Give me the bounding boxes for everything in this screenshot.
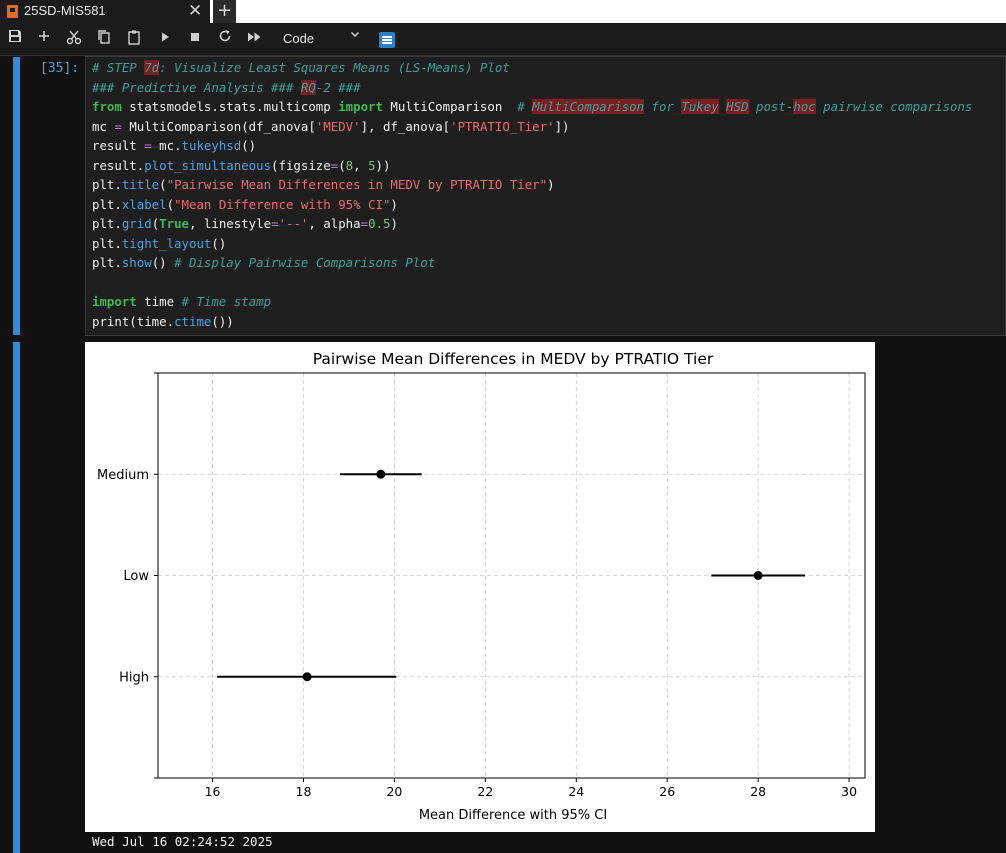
paste-icon[interactable] xyxy=(124,29,144,49)
new-tab-button[interactable]: + xyxy=(213,0,236,23)
timestamp-output: Wed Jul 16 02:24:52 2025 xyxy=(92,834,273,849)
output-cell-indicator xyxy=(13,342,20,853)
code-line: plt.tight_layout() xyxy=(92,235,227,251)
tab-label: 25SD-MIS581 xyxy=(24,3,106,18)
code-line: result = mc.tukeyhsd() xyxy=(92,138,257,153)
y-tick-label: Low xyxy=(123,569,149,584)
notebook-tab[interactable]: 25SD-MIS581 ✕ xyxy=(0,0,210,23)
add-cell-icon[interactable] xyxy=(34,29,54,49)
run-all-icon[interactable] xyxy=(245,29,265,49)
x-tick-label: 24 xyxy=(568,784,584,799)
code-line: plt.show() # Display Pairwise Comparison… xyxy=(92,255,436,270)
notebook-toolbar: Code xyxy=(0,23,1006,56)
code-editor[interactable]: # STEP 7d: Visualize Least Squares Means… xyxy=(85,56,1006,336)
restart-icon[interactable] xyxy=(215,29,235,49)
tab-bar: 25SD-MIS581 ✕ + xyxy=(0,0,1006,23)
code-line: from statsmodels.stats.multicomp import … xyxy=(92,99,973,114)
run-icon[interactable] xyxy=(155,29,175,49)
property-inspector-icon[interactable] xyxy=(379,32,395,48)
code-line: ### Predictive Analysis ### RQ-2 ### xyxy=(92,79,361,95)
x-axis-label: Mean Difference with 95% CI xyxy=(419,808,607,823)
close-tab-icon[interactable]: ✕ xyxy=(188,1,203,21)
x-tick-label: 22 xyxy=(477,784,493,799)
chart-title: Pairwise Mean Differences in MEDV by PTR… xyxy=(313,350,714,368)
axes: 16 18 20 22 24 26 28 30 Medium Low High xyxy=(97,372,866,799)
mean-point xyxy=(376,469,386,479)
stop-icon[interactable] xyxy=(185,29,205,49)
code-line: plt.title("Pairwise Mean Differences in … xyxy=(92,177,555,192)
code-line: plt.xlabel("Mean Difference with 95% CI"… xyxy=(92,196,398,212)
mean-point xyxy=(753,571,763,580)
code-line: print(time.ctime()) xyxy=(92,313,234,329)
plot-output: Pairwise Mean Differences in MEDV by PTR… xyxy=(85,342,875,832)
code-line: result.plot_simultaneous(figsize=(8, 5)) xyxy=(92,157,391,173)
save-icon[interactable] xyxy=(5,29,25,49)
code-line: mc = MultiComparison(df_anova['MEDV'], d… xyxy=(92,118,570,134)
x-tick-label: 16 xyxy=(205,784,221,799)
x-tick-label: 18 xyxy=(296,784,312,799)
interval-marks xyxy=(217,469,805,682)
execution-count: [35]: xyxy=(40,61,80,76)
chevron-down-icon[interactable] xyxy=(350,28,360,42)
cut-icon[interactable] xyxy=(64,29,84,49)
tukey-plot: Pairwise Mean Differences in MEDV by PTR… xyxy=(97,350,866,823)
x-tick-label: 20 xyxy=(386,784,402,799)
copy-icon[interactable] xyxy=(94,29,114,49)
notebook-icon xyxy=(7,5,18,18)
code-line: plt.grid(True, linestyle='--', alpha=0.5… xyxy=(92,216,398,231)
code-line: # STEP 7d: Visualize Least Squares Means… xyxy=(92,60,510,75)
active-cell-indicator xyxy=(13,57,20,335)
y-tick-label: High xyxy=(119,670,149,685)
y-tick-label: Medium xyxy=(97,468,149,483)
code-line: import time # Time stamp xyxy=(92,294,272,309)
x-tick-label: 28 xyxy=(750,784,766,799)
x-tick-label: 30 xyxy=(841,784,857,799)
x-tick-label: 26 xyxy=(659,784,675,799)
mean-point xyxy=(302,672,312,682)
cell-type-select[interactable]: Code xyxy=(283,31,315,46)
